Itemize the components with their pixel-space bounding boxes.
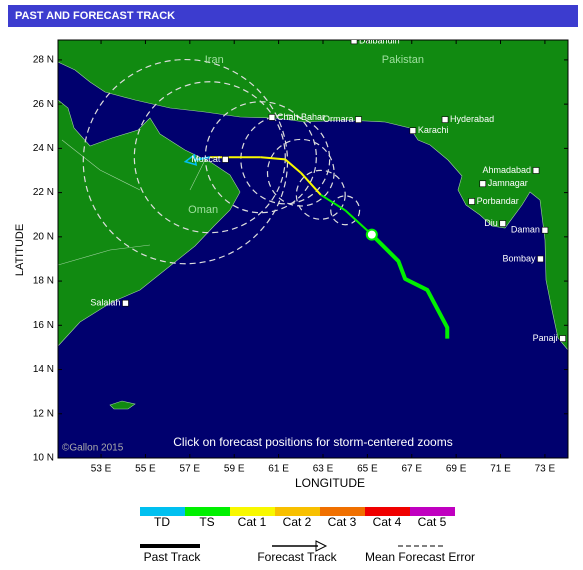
y-tick-label: 14 N (33, 364, 54, 375)
y-tick-label: 16 N (33, 320, 54, 331)
x-axis-label: LONGITUDE (295, 476, 365, 490)
x-tick-label: 65 E (357, 464, 378, 475)
forecast-segment (284, 158, 302, 174)
legend-label: Cat 1 (238, 515, 267, 529)
place-marker (541, 226, 549, 234)
y-tick-label: 20 N (33, 231, 54, 242)
place-label: Diu (484, 218, 498, 228)
borders (58, 139, 206, 266)
credit: ©Gallon 2015 (62, 443, 124, 454)
place-label: Ahmadabad (482, 165, 531, 175)
y-tick-label: 10 N (33, 453, 54, 464)
y-axis-label: LATITUDE (14, 224, 26, 276)
legend-forecast-arrow (315, 540, 328, 552)
place-marker (532, 167, 540, 174)
land-north (58, 40, 568, 351)
x-tick-label: 69 E (446, 464, 467, 475)
forecast-segment (320, 193, 346, 212)
forecast-segment (195, 156, 210, 161)
forecast-arrow (183, 153, 198, 166)
place-label: Salalah (90, 298, 120, 308)
x-tick-label: 67 E (401, 464, 422, 475)
place-marker (350, 40, 358, 45)
y-tick-label: 18 N (33, 276, 54, 287)
place-label: Panaji (533, 333, 558, 343)
y-tick-label: 28 N (33, 55, 54, 66)
x-tick-label: 57 E (180, 464, 201, 475)
error-circle (133, 81, 286, 234)
legend-error-label: Mean Forecast Error (365, 550, 475, 564)
error-circle (266, 138, 335, 207)
header-title: PAST AND FORECAST TRACK (15, 10, 175, 22)
region-label: Oman (188, 204, 218, 216)
legend-swatch (230, 507, 275, 516)
map-note[interactable]: Click on forecast positions for storm-ce… (173, 435, 452, 449)
header-bar (8, 5, 578, 27)
place-label: Chah Bahar (277, 112, 325, 122)
place-marker (479, 180, 487, 188)
legend-swatch (320, 507, 365, 516)
current-position[interactable] (365, 228, 378, 241)
error-circle (240, 114, 331, 205)
error-circle (295, 169, 346, 220)
place-label: Karachi (418, 125, 449, 135)
place-marker (355, 116, 362, 123)
forecast-segment (300, 172, 322, 196)
place-label: Ormara (323, 114, 354, 124)
error-circle (330, 195, 361, 226)
region-label: Iran (205, 54, 224, 66)
legend-label: Cat 3 (328, 515, 357, 529)
place-marker (559, 335, 566, 342)
place-label: Bombay (502, 253, 536, 263)
place-label: Daman (511, 225, 540, 235)
legend-label: Cat 2 (283, 515, 312, 529)
legend-forecast-label: Forecast Track (257, 550, 337, 564)
land-island (109, 400, 136, 410)
place-marker (409, 127, 417, 134)
place-label: Muscat (191, 154, 221, 164)
y-tick-label: 24 N (33, 143, 54, 154)
legend-past-label: Past Track (144, 550, 202, 564)
legend-swatch (410, 507, 455, 516)
y-tick-label: 22 N (33, 187, 54, 198)
place-marker (222, 156, 229, 163)
place-marker (268, 114, 276, 121)
legend-swatch (185, 507, 230, 516)
y-tick-label: 12 N (33, 408, 54, 419)
legend-swatch (275, 507, 320, 516)
place-marker (122, 299, 129, 307)
x-tick-label: 63 E (313, 464, 334, 475)
place-marker (499, 220, 507, 227)
x-tick-label: 59 E (224, 464, 245, 475)
place-marker (468, 198, 475, 205)
place-marker (537, 255, 544, 263)
place-label: Jamnagar (488, 178, 528, 188)
x-tick-label: 71 E (490, 464, 511, 475)
place-label: Porbandar (477, 196, 519, 206)
legend-swatch (140, 507, 185, 516)
legend-swatch (365, 507, 410, 516)
x-tick-label: 61 E (268, 464, 289, 475)
forecast-segment (260, 156, 286, 161)
region-label: Pakistan (382, 54, 424, 66)
map-frame (57, 39, 569, 459)
land (58, 40, 568, 410)
past-track (370, 233, 450, 339)
place-label: Hyderabad (450, 114, 494, 124)
forecast-segment (344, 209, 373, 236)
legend-label: Cat 4 (373, 515, 402, 529)
legend-label: TD (154, 515, 170, 529)
x-tick-label: 53 E (91, 464, 112, 475)
x-tick-label: 55 E (135, 464, 156, 475)
land-arabia (58, 99, 241, 347)
legend-label: Cat 5 (418, 515, 447, 529)
legend-label: TS (199, 515, 214, 529)
y-tick-label: 26 N (33, 99, 54, 110)
place-marker (441, 116, 449, 123)
x-tick-label: 73 E (535, 464, 556, 475)
place-label: Dalbandin (359, 35, 400, 45)
